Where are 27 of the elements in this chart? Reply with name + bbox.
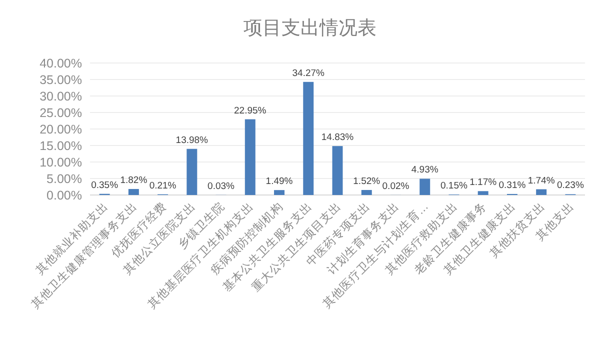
y-tick-label: 40.00% [40, 56, 82, 70]
y-tick-label: 30.00% [40, 90, 82, 104]
y-tick-label: 0.00% [46, 188, 82, 202]
data-label: 1.17% [470, 177, 498, 188]
data-label: 14.83% [321, 132, 354, 144]
data-label: 0.23% [556, 180, 584, 192]
data-label: 4.93% [411, 164, 439, 176]
data-label: 1.82% [120, 174, 148, 186]
data-label: 0.15% [440, 180, 468, 192]
data-label: 1.74% [528, 175, 556, 186]
data-label: 0.03% [208, 180, 236, 192]
data-label: 0.02% [382, 180, 410, 192]
data-label: 1.52% [353, 176, 381, 187]
chart-title: 项目支出情况表 [244, 18, 376, 39]
data-label: 0.21% [149, 180, 177, 192]
y-tick-label: 10.00% [40, 156, 82, 170]
data-label: 1.49% [266, 176, 294, 188]
y-tick-label: 35.00% [40, 73, 82, 87]
data-label: 13.98% [176, 134, 209, 146]
data-label: 0.35% [91, 180, 119, 191]
y-tick-label: 5.00% [46, 172, 82, 186]
data-label: 22.95% [234, 105, 267, 116]
data-label: 34.27% [292, 68, 326, 79]
y-tick-label: 20.00% [40, 122, 82, 136]
data-label: 0.31% [498, 180, 526, 191]
y-tick-label: 15.00% [40, 139, 82, 153]
y-tick-label: 25.00% [40, 106, 82, 120]
